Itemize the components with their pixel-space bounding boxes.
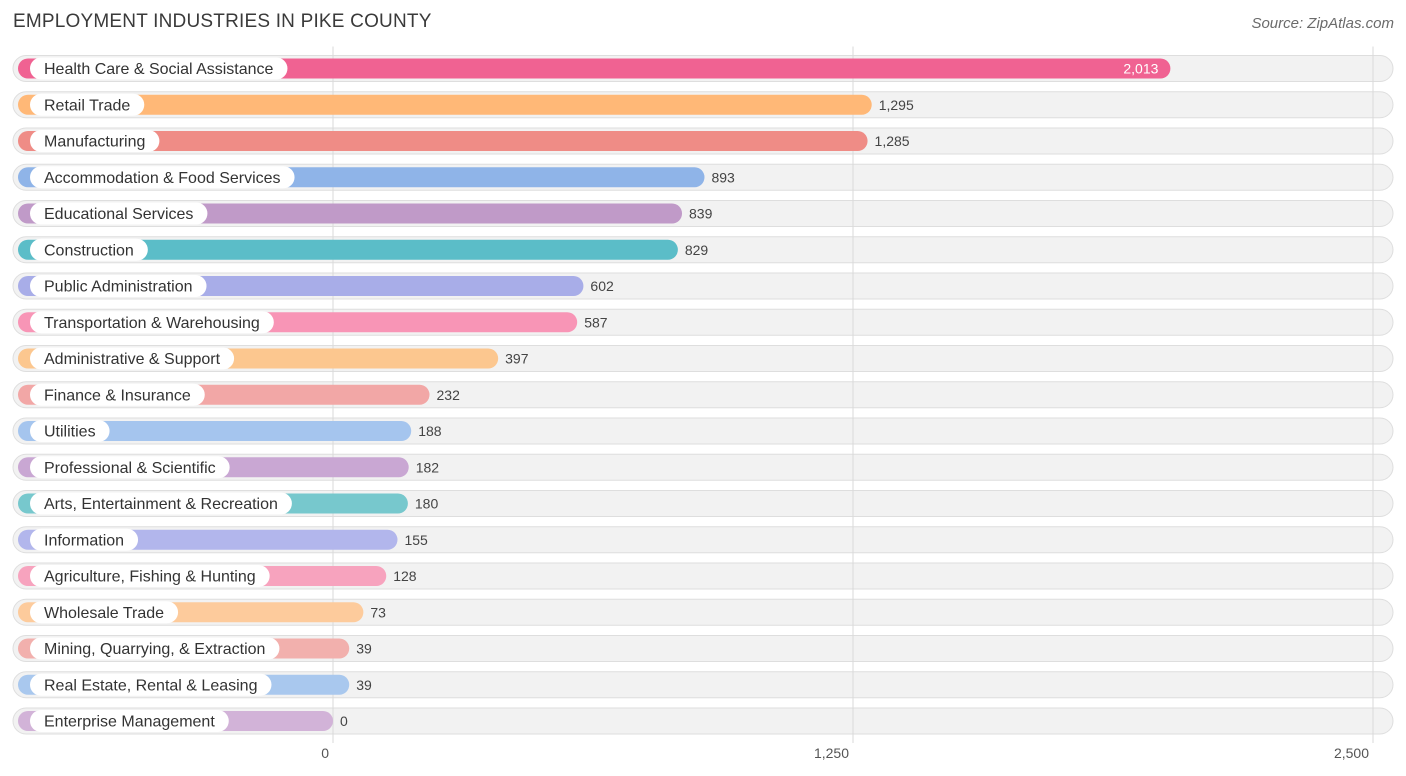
category-pill — [30, 420, 110, 442]
category-label: Retail Trade — [44, 97, 130, 114]
category-label: Agriculture, Fishing & Hunting — [44, 569, 256, 586]
category-label: Finance & Insurance — [44, 387, 191, 404]
category-label: Mining, Quarrying, & Extraction — [44, 641, 265, 658]
chart-title: EMPLOYMENT INDUSTRIES IN PIKE COUNTY — [13, 11, 432, 32]
category-label: Transportation & Warehousing — [44, 315, 260, 332]
value-label: 2,013 — [1123, 61, 1158, 77]
value-label: 39 — [356, 677, 372, 693]
value-label: 602 — [590, 278, 614, 294]
category-pill — [30, 130, 160, 152]
category-label: Arts, Entertainment & Recreation — [44, 496, 278, 513]
x-axis-ticks: 0 1,250 2,500 — [321, 745, 1369, 761]
value-label: 829 — [685, 242, 709, 258]
value-label: 188 — [418, 423, 442, 439]
value-label: 232 — [437, 387, 461, 403]
row-background — [12, 707, 1394, 735]
value-label: 0 — [340, 713, 348, 729]
category-pill — [30, 601, 179, 624]
x-tick-label: 2,500 — [1334, 745, 1369, 761]
category-pill — [30, 673, 272, 696]
bar — [18, 239, 678, 260]
value-label: 587 — [584, 314, 608, 330]
category-label: Health Care & Social Assistance — [44, 61, 274, 78]
category-pill — [30, 93, 145, 116]
value-label: 155 — [404, 532, 428, 548]
category-pill — [30, 202, 208, 225]
category-pill — [30, 383, 205, 406]
value-label: 182 — [416, 459, 440, 475]
category-label: Wholesale Trade — [44, 605, 164, 622]
row-background — [12, 635, 1394, 662]
category-pill — [30, 347, 235, 370]
category-label: Administrative & Support — [44, 351, 221, 368]
value-label: 1,285 — [875, 133, 910, 149]
category-pill — [30, 311, 274, 334]
value-label: 893 — [711, 169, 735, 185]
category-label: Accommodation & Food Services — [44, 170, 281, 187]
value-label: 397 — [505, 351, 529, 367]
category-pill — [30, 238, 148, 261]
category-label: Professional & Scientific — [44, 460, 216, 477]
category-pill — [30, 166, 295, 189]
value-label: 839 — [689, 206, 713, 222]
category-label: Manufacturing — [44, 134, 145, 151]
category-pill — [30, 275, 207, 297]
category-label: Public Administration — [44, 279, 193, 296]
row-background — [12, 671, 1394, 699]
bar — [18, 421, 412, 441]
category-label: Utilities — [44, 424, 96, 441]
x-tick-label: 1,250 — [814, 745, 849, 761]
category-label: Construction — [44, 242, 134, 259]
bar — [18, 131, 868, 151]
value-label: 39 — [356, 641, 372, 657]
value-label: 73 — [370, 604, 386, 620]
category-pill — [30, 710, 229, 732]
value-label: 180 — [415, 496, 439, 512]
chart-source: Source: ZipAtlas.com — [1251, 15, 1394, 32]
category-pill — [30, 57, 288, 80]
value-label: 128 — [393, 568, 417, 584]
category-pill — [30, 528, 139, 551]
category-pill — [30, 456, 230, 479]
category-label: Enterprise Management — [44, 714, 215, 731]
bar — [18, 58, 1171, 79]
category-label: Real Estate, Rental & Leasing — [44, 677, 257, 694]
x-tick-label: 0 — [321, 745, 329, 761]
category-pill — [30, 637, 280, 660]
category-pill — [30, 492, 292, 515]
bar — [18, 94, 872, 115]
category-label: Educational Services — [44, 206, 193, 223]
bars: Health Care & Social Assistance 2,013 Reta… — [18, 57, 1171, 732]
category-pill — [30, 565, 270, 587]
category-label: Information — [44, 532, 124, 549]
value-label: 1,295 — [879, 97, 914, 113]
